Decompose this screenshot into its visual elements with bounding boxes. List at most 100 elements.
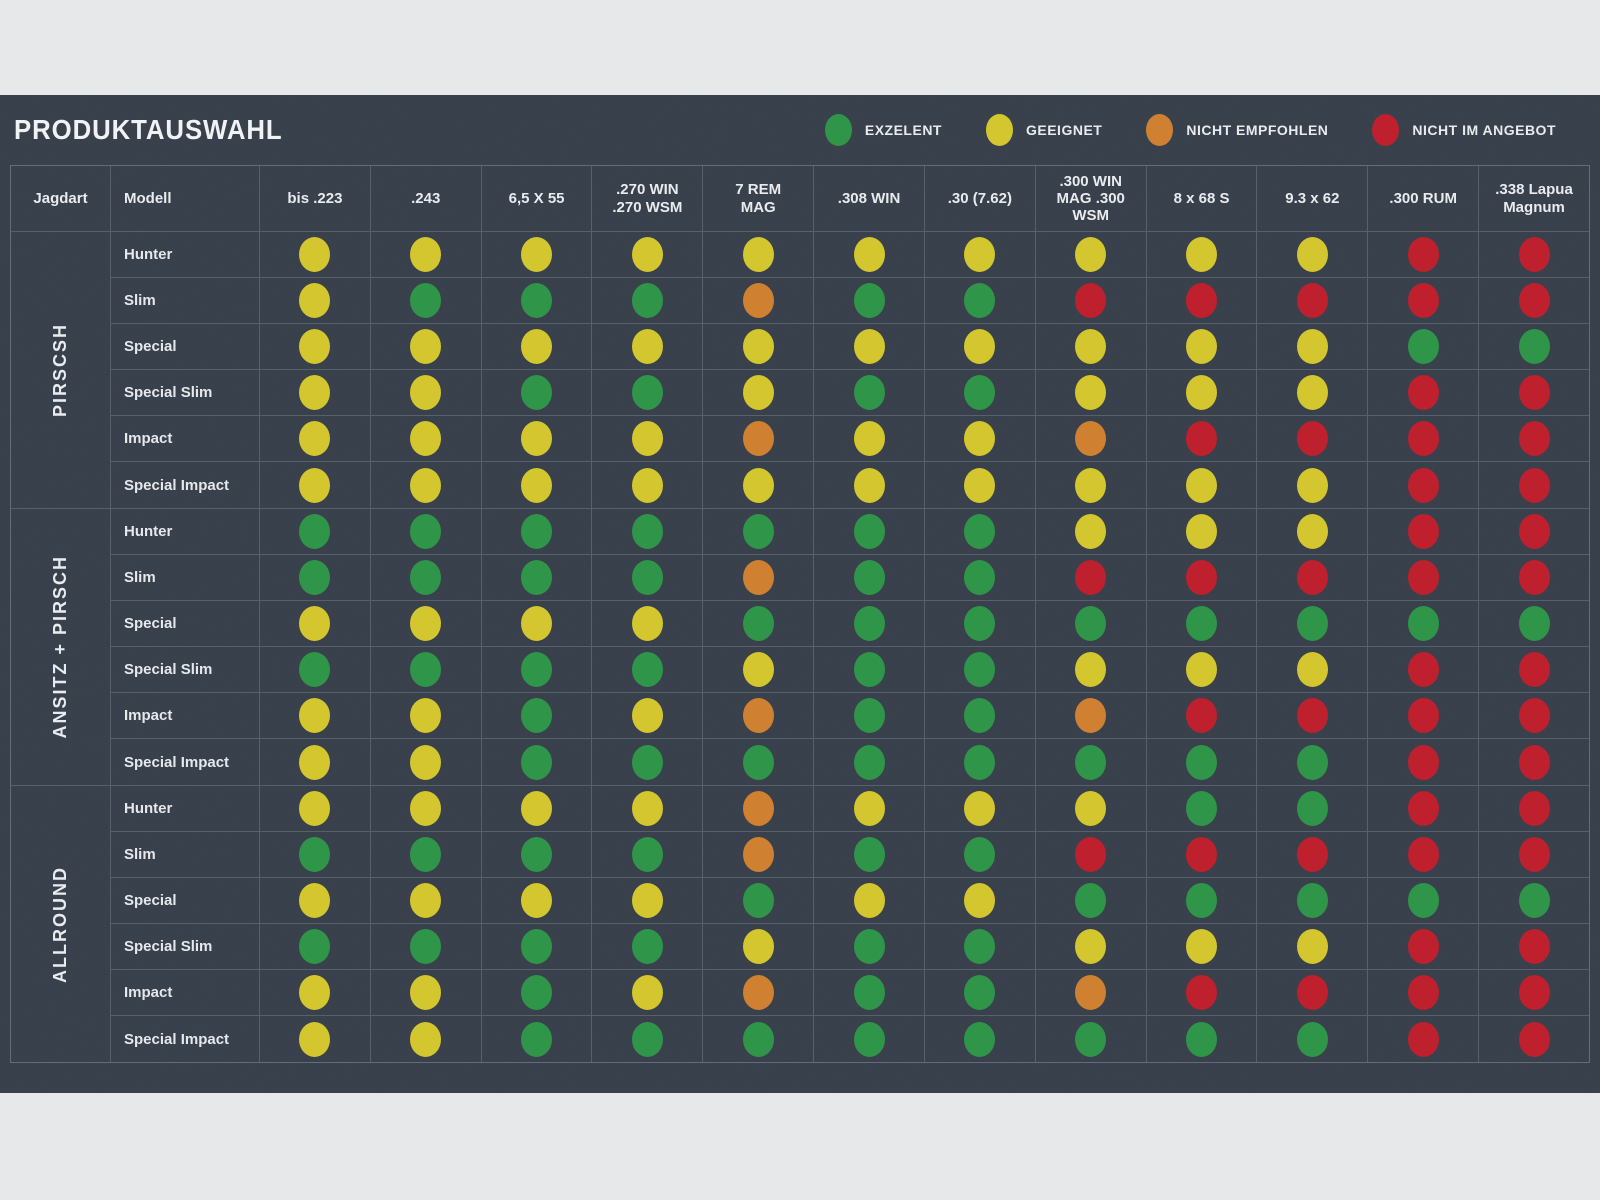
rating-dot-nicht-empfohlen (742, 975, 774, 1010)
rating-dot-geeignet (410, 375, 442, 410)
rating-cell (371, 786, 482, 831)
rating-cell (814, 693, 925, 738)
rating-dot-geeignet (521, 329, 553, 364)
rating-dot-nicht-im-angebot (1407, 652, 1439, 687)
rating-dot-geeignet (410, 744, 442, 780)
rating-dot-geeignet (631, 606, 663, 641)
rating-cell (814, 832, 925, 877)
rating-cell (1257, 232, 1369, 277)
rating-cell (482, 232, 593, 277)
rating-cell (1036, 878, 1147, 923)
rating-dot-exzelent (631, 375, 663, 410)
rating-dot-geeignet (299, 791, 331, 826)
rating-dot-nicht-im-angebot (1518, 652, 1550, 687)
rating-dot-exzelent (742, 883, 774, 918)
rating-dot-nicht-im-angebot (1407, 283, 1439, 318)
model-label: Hunter (111, 509, 260, 554)
rating-dot-exzelent (521, 1021, 553, 1057)
rating-dot-geeignet (742, 375, 774, 410)
rating-dot-geeignet (631, 467, 663, 503)
rating-dot-geeignet (1075, 929, 1107, 964)
rating-dot-geeignet (410, 1021, 442, 1057)
rating-dot-nicht-empfohlen (742, 791, 774, 826)
rating-dot-geeignet (299, 606, 331, 641)
legend-item-nicht-im-angebot: NICHT IM ANGEBOT (1372, 114, 1556, 146)
rating-dot-geeignet (521, 237, 553, 272)
rating-cell (1368, 647, 1480, 692)
legend-label: NICHT EMPFOHLEN (1186, 122, 1329, 138)
rating-cell (703, 278, 815, 323)
rating-cell (260, 739, 371, 785)
rating-cell (371, 878, 482, 923)
rating-cell (1257, 739, 1369, 785)
rating-cell (592, 278, 704, 323)
rating-cell (1257, 370, 1369, 415)
rating-dot-nicht-im-angebot (1075, 837, 1107, 872)
rating-dot-nicht-empfohlen (742, 283, 774, 318)
rating-cell (1147, 832, 1258, 877)
group-label: ANSITZ + PIRSCH (50, 555, 70, 739)
rating-dot-geeignet (631, 698, 663, 733)
table-row: Special Slim (111, 647, 1589, 693)
rating-dot-nicht-im-angebot (1518, 791, 1550, 826)
product-selection-panel: PRODUKTAUSWAHL EXZELENT GEEIGNET NICHT EMP… (0, 95, 1600, 1093)
rating-dot-geeignet (1186, 652, 1218, 687)
legend-label: NICHT IM ANGEBOT (1412, 122, 1556, 138)
group-label-cell: PIRSCSH (11, 232, 111, 508)
rating-cell (1036, 647, 1147, 692)
rating-dot-exzelent (1518, 606, 1550, 641)
rating-cell (371, 416, 482, 461)
rating-dot-nicht-im-angebot (1186, 283, 1218, 318)
rating-cell (260, 970, 371, 1015)
column-header-caliber-3: .270 WIN .270 WSM (592, 166, 704, 231)
rating-dot-geeignet (1186, 467, 1218, 503)
rating-dot-nicht-im-angebot (1518, 698, 1550, 733)
rating-cell (925, 693, 1036, 738)
rating-cell (814, 739, 925, 785)
rating-cell (482, 739, 593, 785)
rating-dot-geeignet (631, 975, 663, 1010)
rating-cell (703, 739, 815, 785)
rating-cell (260, 878, 371, 923)
rating-dot-exzelent (742, 606, 774, 641)
rating-dot-exzelent (299, 652, 331, 687)
rating-dot-exzelent (1296, 606, 1328, 641)
rating-cell (925, 416, 1036, 461)
model-label: Special Slim (111, 924, 260, 969)
rating-dot-nicht-empfohlen (1075, 421, 1107, 456)
rating-cell (1479, 601, 1589, 646)
rating-dot-nicht-im-angebot (1296, 421, 1328, 456)
bottom-margin-band (0, 1093, 1600, 1200)
rating-cell (814, 278, 925, 323)
rating-dot-exzelent (964, 837, 996, 872)
rating-dot-geeignet (742, 652, 774, 687)
rating-cell (371, 832, 482, 877)
rating-cell (592, 832, 704, 877)
rating-dot-nicht-im-angebot (1407, 929, 1439, 964)
rating-cell (703, 647, 815, 692)
table-row: Slim (111, 555, 1589, 601)
table-row: Special (111, 601, 1589, 647)
table-row: Special Impact (111, 1016, 1589, 1062)
rating-dot-exzelent (521, 375, 553, 410)
rating-cell (592, 232, 704, 277)
rating-cell (925, 647, 1036, 692)
rating-cell (814, 970, 925, 1015)
nicht-empfohlen-dot-icon (1146, 114, 1174, 146)
rating-cell (1036, 462, 1147, 508)
rating-dot-exzelent (964, 929, 996, 964)
model-label: Special Slim (111, 647, 260, 692)
rating-cell (1036, 601, 1147, 646)
rating-dot-nicht-im-angebot (1518, 375, 1550, 410)
rating-dot-exzelent (1075, 1021, 1107, 1057)
rating-cell (371, 555, 482, 600)
model-label: Hunter (111, 786, 260, 831)
column-header-caliber-4: 7 REM MAG (703, 166, 815, 231)
rating-cell (482, 462, 593, 508)
rating-cell (592, 462, 704, 508)
rating-dot-exzelent (742, 514, 774, 549)
rating-cell (814, 786, 925, 831)
rating-cell (482, 924, 593, 969)
rating-dot-geeignet (410, 791, 442, 826)
rating-cell (371, 509, 482, 554)
